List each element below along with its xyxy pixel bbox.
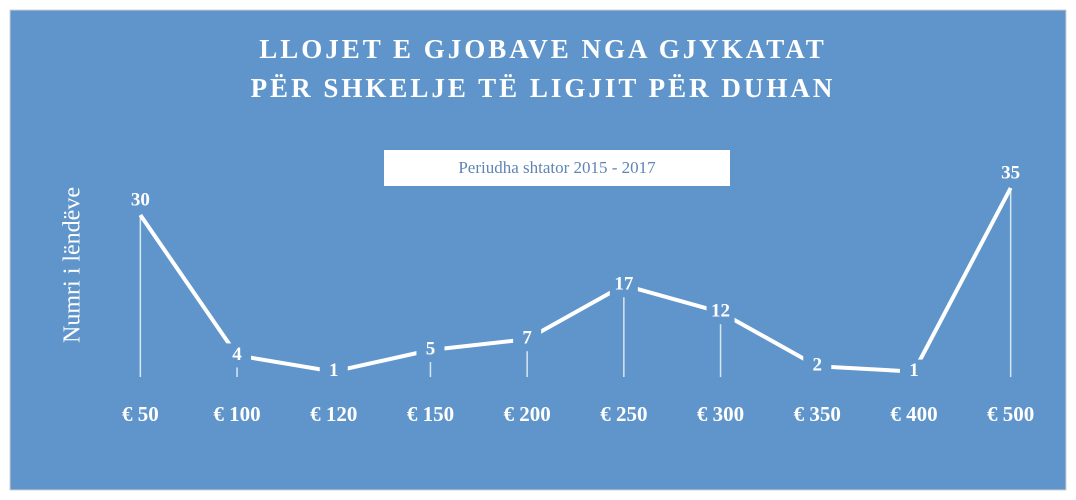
value-label: 7: [522, 328, 532, 349]
value-label-bg: [416, 338, 445, 362]
value-label-bg: [319, 359, 348, 384]
chart-title: LLOJET E GJOBAVE NGA GJYKATAT: [259, 34, 827, 64]
chart-subtitle: Periudha shtator 2015 - 2017: [458, 158, 656, 177]
x-tick-label: € 350: [794, 402, 841, 426]
value-label-bg: [706, 300, 735, 325]
value-label-bg: [899, 359, 928, 384]
value-label-bg: [223, 343, 252, 368]
chart-title: PËR SHKELJE TË LIGJIT PËR DUHAN: [251, 73, 836, 103]
x-tick-label: € 200: [504, 402, 551, 426]
x-tick-label: € 50: [122, 402, 159, 426]
value-label: 35: [1001, 162, 1020, 183]
y-axis-label: Numri i lëndëve: [60, 187, 86, 343]
x-tick-label: € 100: [213, 402, 260, 426]
x-tick-label: € 400: [890, 402, 937, 426]
value-label: 5: [426, 338, 436, 359]
value-label-bg: [126, 189, 155, 213]
subtitle-box: [384, 150, 730, 186]
data-line: [138, 187, 1013, 374]
value-label: 17: [614, 274, 634, 295]
x-tick-label: € 150: [407, 402, 454, 426]
value-label: 30: [131, 189, 150, 210]
x-tick-label: € 120: [310, 402, 357, 426]
value-label: 12: [711, 301, 730, 322]
value-label-bg: [513, 327, 542, 352]
x-tick-label: € 250: [600, 402, 647, 426]
x-tick-label: € 500: [987, 402, 1034, 426]
value-label: 1: [909, 360, 919, 381]
value-label: 4: [232, 344, 242, 365]
chart-background: [9, 9, 1067, 491]
value-label-bg: [609, 273, 638, 298]
x-tick-label: € 300: [697, 402, 744, 426]
value-label: 1: [329, 360, 339, 381]
value-label-bg: [803, 354, 832, 379]
value-label: 2: [813, 355, 823, 376]
value-label-bg: [996, 162, 1025, 186]
